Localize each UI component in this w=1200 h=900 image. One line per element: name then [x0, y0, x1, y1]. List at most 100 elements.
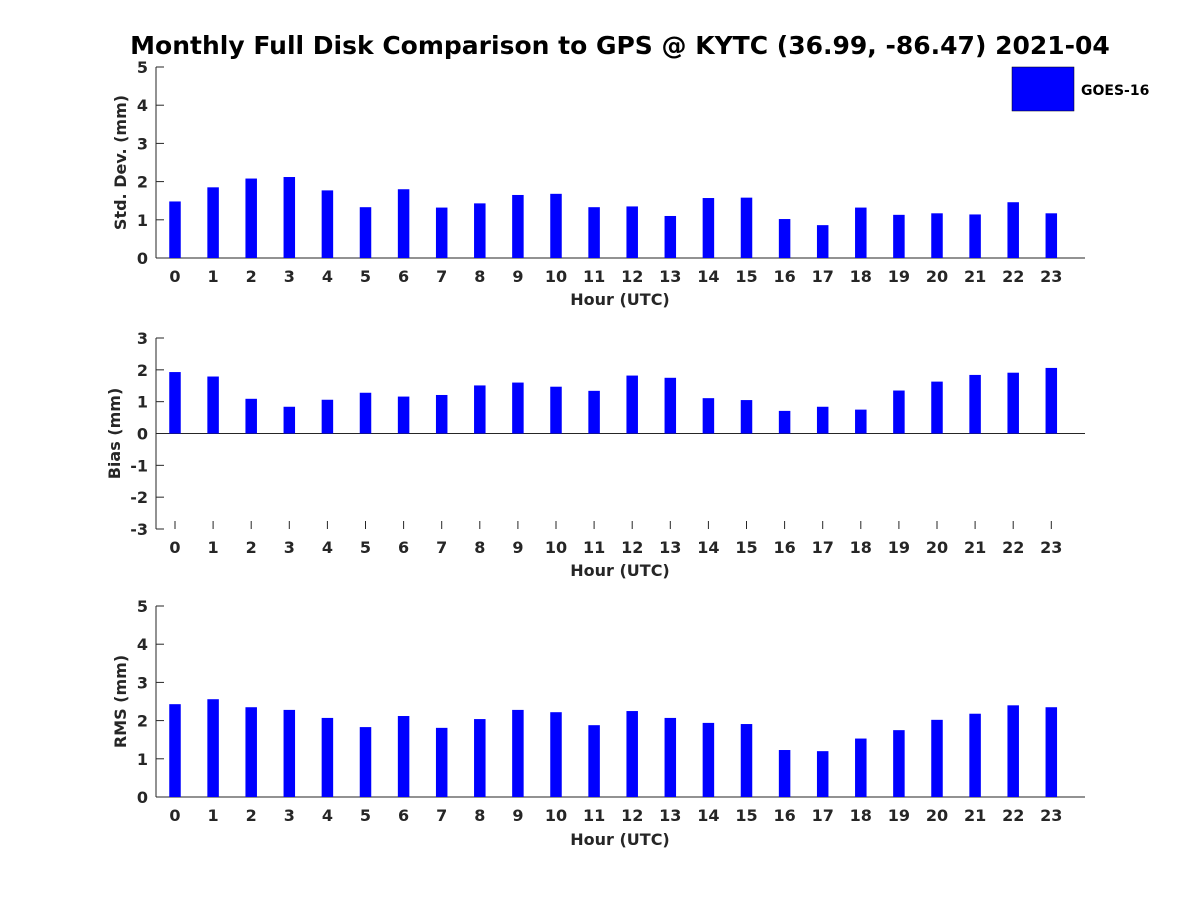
bias-x-tick-label: 17	[812, 538, 834, 557]
bias-x-tick-label: 6	[398, 538, 409, 557]
rms-bar-hour-22	[1007, 705, 1019, 797]
bias-x-tick-label: 8	[474, 538, 485, 557]
bias-y-tick-label: 3	[137, 329, 148, 348]
rms-x-tick-label: 14	[697, 806, 719, 825]
bias-bar-hour-13	[664, 377, 677, 434]
bias-x-tick-label: 21	[964, 538, 986, 557]
std-dev-x-axis-label: Hour (UTC)	[570, 290, 670, 309]
std-dev-bar-hour-13	[664, 215, 677, 258]
rms-y-tick-label: 1	[137, 750, 148, 769]
rms-x-tick-label: 11	[583, 806, 605, 825]
std-dev-bar-hour-21	[969, 214, 981, 258]
std-dev-bar-hour-2	[245, 178, 257, 258]
rms-y-tick-label: 5	[137, 597, 148, 616]
bias-x-tick-label: 2	[246, 538, 257, 557]
std-dev-bar-hour-22	[1007, 202, 1019, 258]
bias-x-tick-label: 12	[621, 538, 643, 557]
std-dev-x-tick-label: 5	[360, 267, 371, 286]
rms-x-tick-label: 15	[735, 806, 757, 825]
std-dev-bar-hour-0	[169, 201, 181, 258]
std-dev-x-tick-label: 12	[621, 267, 643, 286]
std-dev-bar-hour-20	[931, 213, 943, 258]
bias-bar-hour-12	[626, 375, 638, 434]
std-dev-bar-hour-7	[435, 207, 448, 258]
std-dev-bar-hour-12	[626, 206, 638, 258]
bias-bar-hour-11	[588, 390, 600, 434]
rms-x-tick-label: 13	[659, 806, 681, 825]
bias-bar-hour-8	[474, 385, 486, 434]
bias-x-tick-label: 22	[1002, 538, 1024, 557]
std-dev-bar-hour-4	[321, 190, 334, 258]
rms-bar-hour-16	[778, 750, 791, 797]
std-dev-bar-hour-18	[855, 207, 867, 258]
rms-bar-hour-9	[512, 709, 524, 797]
rms-x-tick-label: 22	[1002, 806, 1024, 825]
std-dev-bar-hour-5	[359, 207, 372, 258]
rms-x-tick-label: 20	[926, 806, 948, 825]
std-dev-x-tick-label: 20	[926, 267, 948, 286]
rms-bar-hour-21	[969, 713, 981, 797]
bias-x-tick-label: 0	[169, 538, 180, 557]
rms-bar-hour-7	[435, 727, 448, 797]
std-dev-bar-hour-6	[397, 189, 410, 258]
bias-bar-hour-17	[816, 406, 829, 434]
rms-x-tick-label: 19	[888, 806, 910, 825]
std-dev-x-tick-label: 11	[583, 267, 605, 286]
bias-x-tick-label: 16	[773, 538, 795, 557]
bias-bar-hour-15	[740, 400, 753, 434]
bias-bar-hour-23	[1045, 367, 1058, 434]
std-dev-x-tick-label: 6	[398, 267, 409, 286]
rms-x-tick-label: 21	[964, 806, 986, 825]
rms-bar-hour-6	[397, 716, 410, 797]
bias-bar-hour-10	[550, 386, 562, 434]
std-dev-x-tick-label: 10	[545, 267, 567, 286]
bias-x-tick-label: 1	[208, 538, 219, 557]
bias-bar-hour-3	[283, 406, 296, 434]
rms-y-tick-label: 3	[137, 673, 148, 692]
bias-x-tick-label: 23	[1040, 538, 1062, 557]
bias-bar-hour-0	[169, 372, 181, 434]
std-dev-bar-hour-3	[283, 177, 296, 258]
bias-bar-hour-20	[931, 381, 943, 434]
rms-bar-hour-12	[626, 711, 638, 797]
legend-swatch-goes-16	[1011, 66, 1075, 112]
bias-bar-hour-22	[1007, 372, 1019, 434]
std-dev-x-tick-label: 15	[735, 267, 757, 286]
bias-x-tick-label: 9	[512, 538, 523, 557]
rms-y-axis-label: RMS (mm)	[111, 655, 130, 748]
std-dev-x-tick-label: 7	[436, 267, 447, 286]
bias-x-tick-label: 13	[659, 538, 681, 557]
bias-x-tick-label: 4	[322, 538, 333, 557]
rms-x-tick-label: 6	[398, 806, 409, 825]
rms-x-tick-label: 12	[621, 806, 643, 825]
std-dev-x-tick-label: 2	[246, 267, 257, 286]
bias-y-tick-label: 2	[137, 361, 148, 380]
bias-bar-hour-18	[855, 409, 867, 434]
std-dev-x-tick-label: 22	[1002, 267, 1024, 286]
rms-y-tick-label: 2	[137, 712, 148, 731]
rms-bar-hour-8	[474, 719, 486, 797]
bias-bar-hour-7	[435, 394, 448, 434]
bias-y-tick-label: -3	[130, 520, 148, 539]
std-dev-x-tick-label: 13	[659, 267, 681, 286]
rms-bar-hour-17	[816, 751, 829, 797]
std-dev-bar-hour-10	[550, 193, 562, 258]
rms-bar-hour-23	[1045, 707, 1058, 797]
bias-y-axis-label: Bias (mm)	[105, 388, 124, 480]
std-dev-x-tick-label: 19	[888, 267, 910, 286]
rms-x-tick-label: 4	[322, 806, 333, 825]
rms-bar-hour-18	[855, 738, 867, 797]
bias-x-tick-label: 18	[850, 538, 872, 557]
std-dev-bar-hour-17	[816, 225, 829, 258]
rms-x-tick-label: 3	[284, 806, 295, 825]
chart-title: Monthly Full Disk Comparison to GPS @ KY…	[130, 31, 1110, 60]
std-dev-x-tick-label: 18	[850, 267, 872, 286]
rms-x-tick-label: 5	[360, 806, 371, 825]
rms-y-tick-label: 0	[137, 788, 148, 807]
rms-bar-hour-19	[893, 730, 905, 797]
